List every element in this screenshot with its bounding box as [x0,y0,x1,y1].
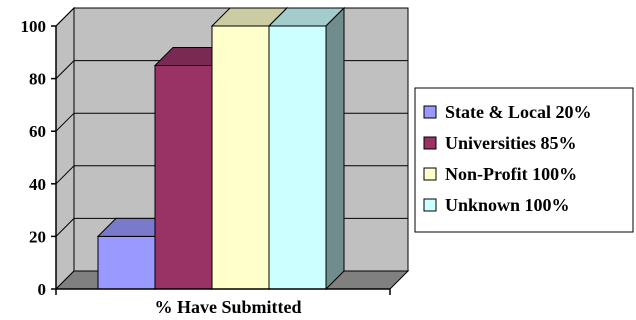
legend-label: Non-Profit 100% [445,164,577,184]
bar-front [211,25,270,290]
bar-front [268,25,327,290]
y-tick-label: 40 [29,175,46,194]
legend-swatch [423,136,437,150]
legend-label: State & Local 20% [445,102,591,122]
y-tick-label: 20 [29,227,46,246]
side-wall [55,6,75,291]
y-tick-label: 0 [38,280,47,299]
bar-front [154,64,213,290]
legend-label: Unknown 100% [445,195,570,215]
legend: State & Local 20% Universities 85% Non-Pro… [414,87,634,233]
axes [51,25,391,295]
legend-label: Universities 85% [445,133,576,153]
y-tick-label: 60 [29,122,46,141]
legend-box [414,87,634,233]
y-tick-label: 80 [29,70,46,89]
legend-swatch [423,167,437,181]
y-tick-label: 100 [21,17,47,36]
bar [267,6,346,291]
legend-swatch [423,105,437,119]
legend-swatch [423,198,437,212]
x-category-label: % Have Submitted [154,297,301,317]
bar-front [97,235,156,290]
bars [96,6,346,291]
bar-side [325,6,345,291]
y-tick-labels: 0 20 40 60 80 100 [21,17,47,299]
